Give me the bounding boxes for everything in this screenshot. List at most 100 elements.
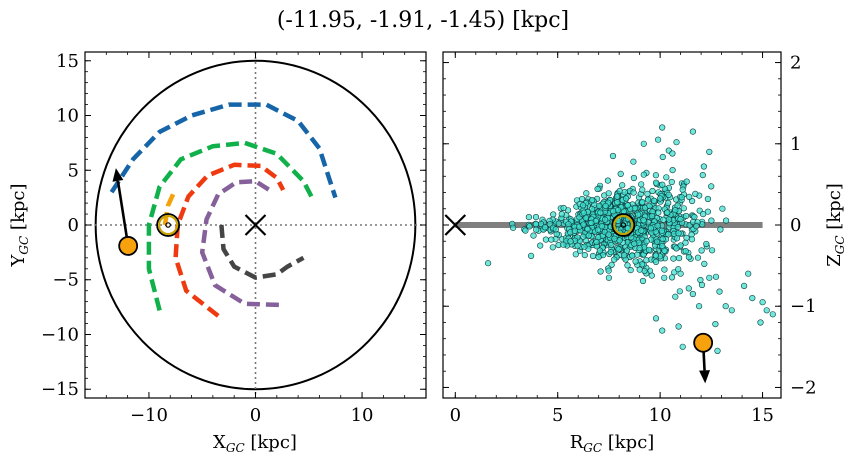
star-point [659,235,666,243]
star-point [509,224,517,231]
star-point [769,311,776,318]
star-point [661,274,668,281]
star-point [644,196,652,203]
star-point [671,269,678,276]
star-point [700,163,708,170]
star-point [550,211,557,218]
star-point [668,274,676,281]
right-ylabel: ZGC [kpc] [824,183,847,267]
star-point [635,211,642,218]
star-point [660,216,667,223]
star-point [572,251,579,258]
star-point [645,246,653,253]
star-point [636,266,643,273]
star-point [685,285,692,292]
star-point [677,270,684,277]
sun-dot [620,222,627,228]
star-point [759,299,766,306]
star-point [585,232,592,239]
star-point [728,307,735,314]
star-point [699,211,707,218]
left-panel-xy: −10 0 10 −15 −10 −5 0 5 10 15 XGC [kpc] YGC [kpc] [8,51,427,455]
star-point [682,212,690,220]
left-ytick-label: −15 [41,379,79,400]
star-point [699,172,706,179]
star-point [533,226,540,233]
star-point [631,240,638,247]
right-plot-area [444,124,776,384]
star-point [643,257,650,264]
star-point [717,226,724,233]
star-point [661,266,668,273]
star-point [672,293,679,300]
star-point [689,290,697,298]
star-point [549,244,556,251]
star-point [527,252,535,259]
star-point [605,231,612,238]
star-point [680,205,687,212]
star-point [567,238,574,245]
star-point [555,220,562,227]
star-point [749,295,756,302]
star-point [670,255,677,262]
star-point [708,247,716,254]
star-point [647,225,655,232]
star-point [639,199,646,206]
star-point [658,227,666,234]
star-point [617,170,624,177]
star-point [588,206,596,213]
star-point [621,252,628,259]
left-xtick-label: 10 [351,405,374,426]
left-ytick-label: −5 [52,270,79,291]
star-point [638,227,645,234]
star-point [632,258,639,265]
star-point [584,226,591,233]
star-point [605,190,612,197]
star-point [722,303,729,310]
star-point [560,241,567,248]
right-xlabel: RGC [kpc] [570,432,655,455]
star-point [588,219,595,226]
right-panel-rz: 0 5 10 15 −2 −1 0 1 2 RGC [kpc] ZGC [kpc] [442,51,847,455]
star-point [663,174,670,181]
star-point [619,182,626,189]
star-point [525,214,533,221]
star-point [639,186,646,193]
star-point [665,200,672,207]
star-point [676,288,683,295]
star-point [678,194,685,201]
star-point [643,238,650,245]
star-point [583,190,590,197]
velocity-arrow-left [112,168,130,247]
star-point [623,247,631,254]
star-point [649,187,656,195]
star-point [630,158,637,165]
spiral-arm-green [146,140,314,311]
star-point [708,217,715,224]
star-point [652,315,660,322]
right-xtick-label: 5 [552,405,563,426]
spiral-arm-gray [219,224,305,280]
star-point [679,186,686,193]
star-point [638,181,645,188]
star-point [589,252,597,260]
star-point [659,181,666,188]
star-point [589,197,596,204]
spiral-arm-orange [162,187,178,226]
star-point [640,217,647,224]
star-point [634,251,641,258]
sun-inner-ring [158,215,179,235]
star-point [652,258,660,266]
galactic-center-marker-rz [444,214,467,236]
right-ytick-label: −1 [790,296,817,317]
star-point [757,319,764,326]
star-point [624,202,631,209]
sun-marker-right [611,213,636,237]
left-ticks: −10 0 10 −15 −10 −5 0 5 10 15 [41,51,427,426]
star-point [614,193,621,200]
star-point [683,178,690,185]
star-point [640,140,647,147]
star-point [609,152,617,160]
star-point [675,230,682,237]
star-point [698,247,705,254]
